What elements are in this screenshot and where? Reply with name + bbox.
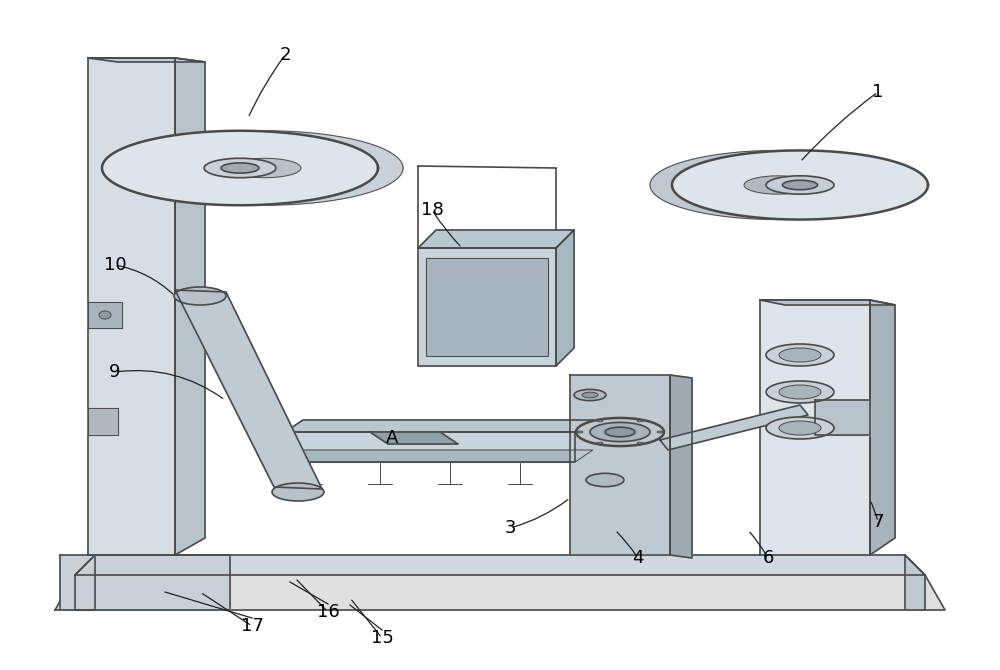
Polygon shape [556, 230, 574, 366]
Ellipse shape [766, 176, 834, 194]
Ellipse shape [576, 418, 664, 446]
Text: 17: 17 [241, 617, 263, 635]
Polygon shape [418, 230, 574, 248]
Ellipse shape [597, 420, 603, 422]
Polygon shape [60, 555, 230, 610]
Ellipse shape [174, 287, 226, 305]
Text: 3: 3 [504, 519, 516, 537]
Ellipse shape [779, 385, 821, 399]
Ellipse shape [766, 417, 834, 439]
Polygon shape [285, 432, 575, 462]
Ellipse shape [637, 442, 643, 444]
Polygon shape [670, 375, 692, 558]
Polygon shape [88, 58, 175, 555]
Polygon shape [660, 405, 808, 450]
Ellipse shape [577, 431, 583, 433]
Ellipse shape [582, 392, 598, 398]
Polygon shape [905, 555, 925, 610]
Ellipse shape [782, 180, 818, 190]
Text: 4: 4 [632, 549, 644, 567]
Text: 16: 16 [317, 603, 339, 621]
Ellipse shape [586, 473, 624, 486]
Polygon shape [285, 450, 593, 462]
Polygon shape [418, 248, 556, 366]
Polygon shape [55, 575, 945, 610]
Polygon shape [88, 408, 118, 435]
Ellipse shape [779, 348, 821, 362]
Polygon shape [570, 375, 670, 555]
Ellipse shape [744, 176, 812, 194]
Text: 18: 18 [421, 201, 443, 219]
Text: 7: 7 [872, 513, 884, 531]
Polygon shape [102, 131, 378, 205]
Ellipse shape [766, 381, 834, 403]
Polygon shape [127, 131, 403, 205]
Ellipse shape [637, 420, 643, 422]
Ellipse shape [574, 389, 606, 401]
Polygon shape [175, 290, 322, 489]
Polygon shape [672, 151, 928, 220]
Text: 9: 9 [109, 363, 121, 381]
Ellipse shape [657, 431, 663, 433]
Ellipse shape [597, 442, 603, 444]
Ellipse shape [204, 158, 276, 178]
Polygon shape [175, 58, 205, 555]
Polygon shape [185, 294, 312, 490]
Text: 6: 6 [762, 549, 774, 567]
Polygon shape [75, 555, 95, 610]
Text: 1: 1 [872, 83, 884, 101]
Polygon shape [650, 151, 906, 220]
Polygon shape [870, 300, 895, 555]
Ellipse shape [272, 483, 324, 501]
Text: 2: 2 [279, 46, 291, 64]
Ellipse shape [221, 163, 259, 173]
Polygon shape [88, 302, 122, 328]
Ellipse shape [99, 311, 111, 319]
Polygon shape [760, 300, 870, 555]
Polygon shape [88, 58, 205, 62]
Polygon shape [75, 555, 925, 575]
Text: 15: 15 [371, 629, 393, 647]
Ellipse shape [779, 421, 821, 435]
Ellipse shape [229, 158, 301, 178]
Polygon shape [760, 300, 895, 305]
Polygon shape [285, 420, 593, 432]
Ellipse shape [590, 422, 650, 442]
Text: 10: 10 [104, 256, 126, 274]
Polygon shape [815, 400, 870, 435]
Text: A: A [386, 429, 398, 447]
Polygon shape [370, 432, 458, 444]
Ellipse shape [605, 427, 635, 437]
Ellipse shape [766, 344, 834, 366]
Polygon shape [426, 258, 548, 356]
